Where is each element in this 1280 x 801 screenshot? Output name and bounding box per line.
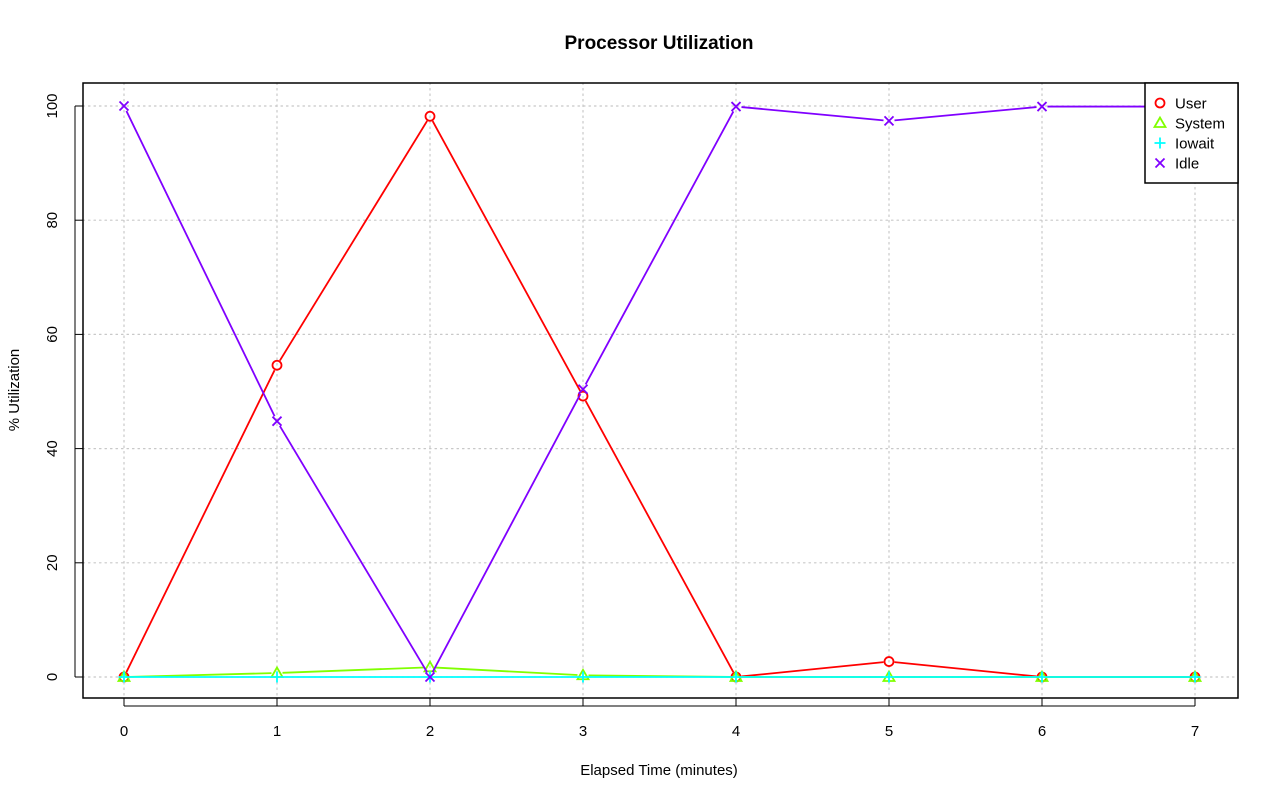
x-tick-label: 6 xyxy=(1038,723,1046,740)
series-user-line-segment xyxy=(125,369,276,673)
series-user-line-segment xyxy=(894,661,1037,678)
series-system xyxy=(116,659,1203,682)
series-idle-point xyxy=(118,100,130,112)
series-system-point xyxy=(422,659,438,673)
y-tick-label: 80 xyxy=(44,212,61,229)
series-idle xyxy=(118,100,1201,683)
chart-title: Processor Utilization xyxy=(565,33,754,54)
y-tick-label: 100 xyxy=(44,93,61,118)
series-idle-point xyxy=(271,416,283,427)
series-iowait-point xyxy=(577,671,589,683)
series-system-line-segment xyxy=(282,666,425,674)
series-idle-point xyxy=(883,115,895,126)
legend-label-system: System xyxy=(1175,116,1225,133)
legend-marker-user xyxy=(1154,97,1166,109)
series-idle-line-segment xyxy=(894,106,1037,122)
series-user-line-segment xyxy=(741,661,884,678)
series-idle-point xyxy=(1036,101,1048,112)
series-user-line-segment xyxy=(584,400,735,673)
series-iowait-point xyxy=(883,671,895,683)
y-tick-label: 40 xyxy=(44,440,61,457)
series-iowait-point xyxy=(271,671,283,683)
x-tick-label: 3 xyxy=(579,723,587,740)
series-user xyxy=(118,110,1201,683)
legend-marker-iowait xyxy=(1154,137,1166,149)
series-user-point xyxy=(424,110,436,122)
series-iowait-point xyxy=(1189,671,1201,683)
legend-marker-system xyxy=(1152,115,1168,128)
legend-marker-idle xyxy=(1154,157,1166,169)
series-iowait-point xyxy=(1036,671,1048,683)
legend: User System Iowait Idle xyxy=(1144,82,1239,184)
x-tick-label: 7 xyxy=(1191,723,1199,740)
y-axis-label: % Utilization xyxy=(6,349,23,432)
legend-box xyxy=(1144,82,1239,184)
legend-label-user: User xyxy=(1175,96,1207,113)
series-idle-line-segment xyxy=(584,110,735,385)
x-axis-label: Elapsed Time (minutes) xyxy=(580,762,738,779)
x-tick-label: 5 xyxy=(885,723,893,740)
x-tick-label: 1 xyxy=(273,723,281,740)
series-iowait-point xyxy=(118,671,130,683)
series-user-line-segment xyxy=(279,120,428,362)
legend-label-iowait: Iowait xyxy=(1175,136,1215,153)
series-iowait-point xyxy=(730,671,742,683)
series-user-point xyxy=(883,656,895,667)
series-iowait xyxy=(118,671,1201,683)
grid-lines xyxy=(82,82,1239,699)
y-tick-label: 0 xyxy=(44,673,61,681)
x-axis: 0 1 2 3 4 5 6 7 xyxy=(120,698,1199,740)
series-idle-line-segment xyxy=(431,393,582,673)
series-idle-line-segment xyxy=(279,425,428,673)
y-tick-label: 20 xyxy=(44,554,61,571)
series-idle-line-segment xyxy=(125,110,276,417)
series-layer xyxy=(116,100,1203,683)
series-idle-point xyxy=(730,101,742,112)
series-idle-line-segment xyxy=(741,106,884,122)
series-user-point xyxy=(271,359,283,371)
series-idle-point xyxy=(424,671,436,683)
plot-frame xyxy=(82,82,1239,699)
series-system-line-segment xyxy=(435,666,578,676)
series-idle-point xyxy=(577,384,589,395)
y-axis: 0 20 40 60 80 100 xyxy=(44,93,83,681)
y-tick-label: 60 xyxy=(44,326,61,343)
x-tick-label: 4 xyxy=(732,723,740,740)
x-tick-label: 2 xyxy=(426,723,434,740)
legend-label-idle: Idle xyxy=(1175,156,1199,173)
series-user-line-segment xyxy=(431,120,582,392)
x-tick-label: 0 xyxy=(120,723,128,740)
